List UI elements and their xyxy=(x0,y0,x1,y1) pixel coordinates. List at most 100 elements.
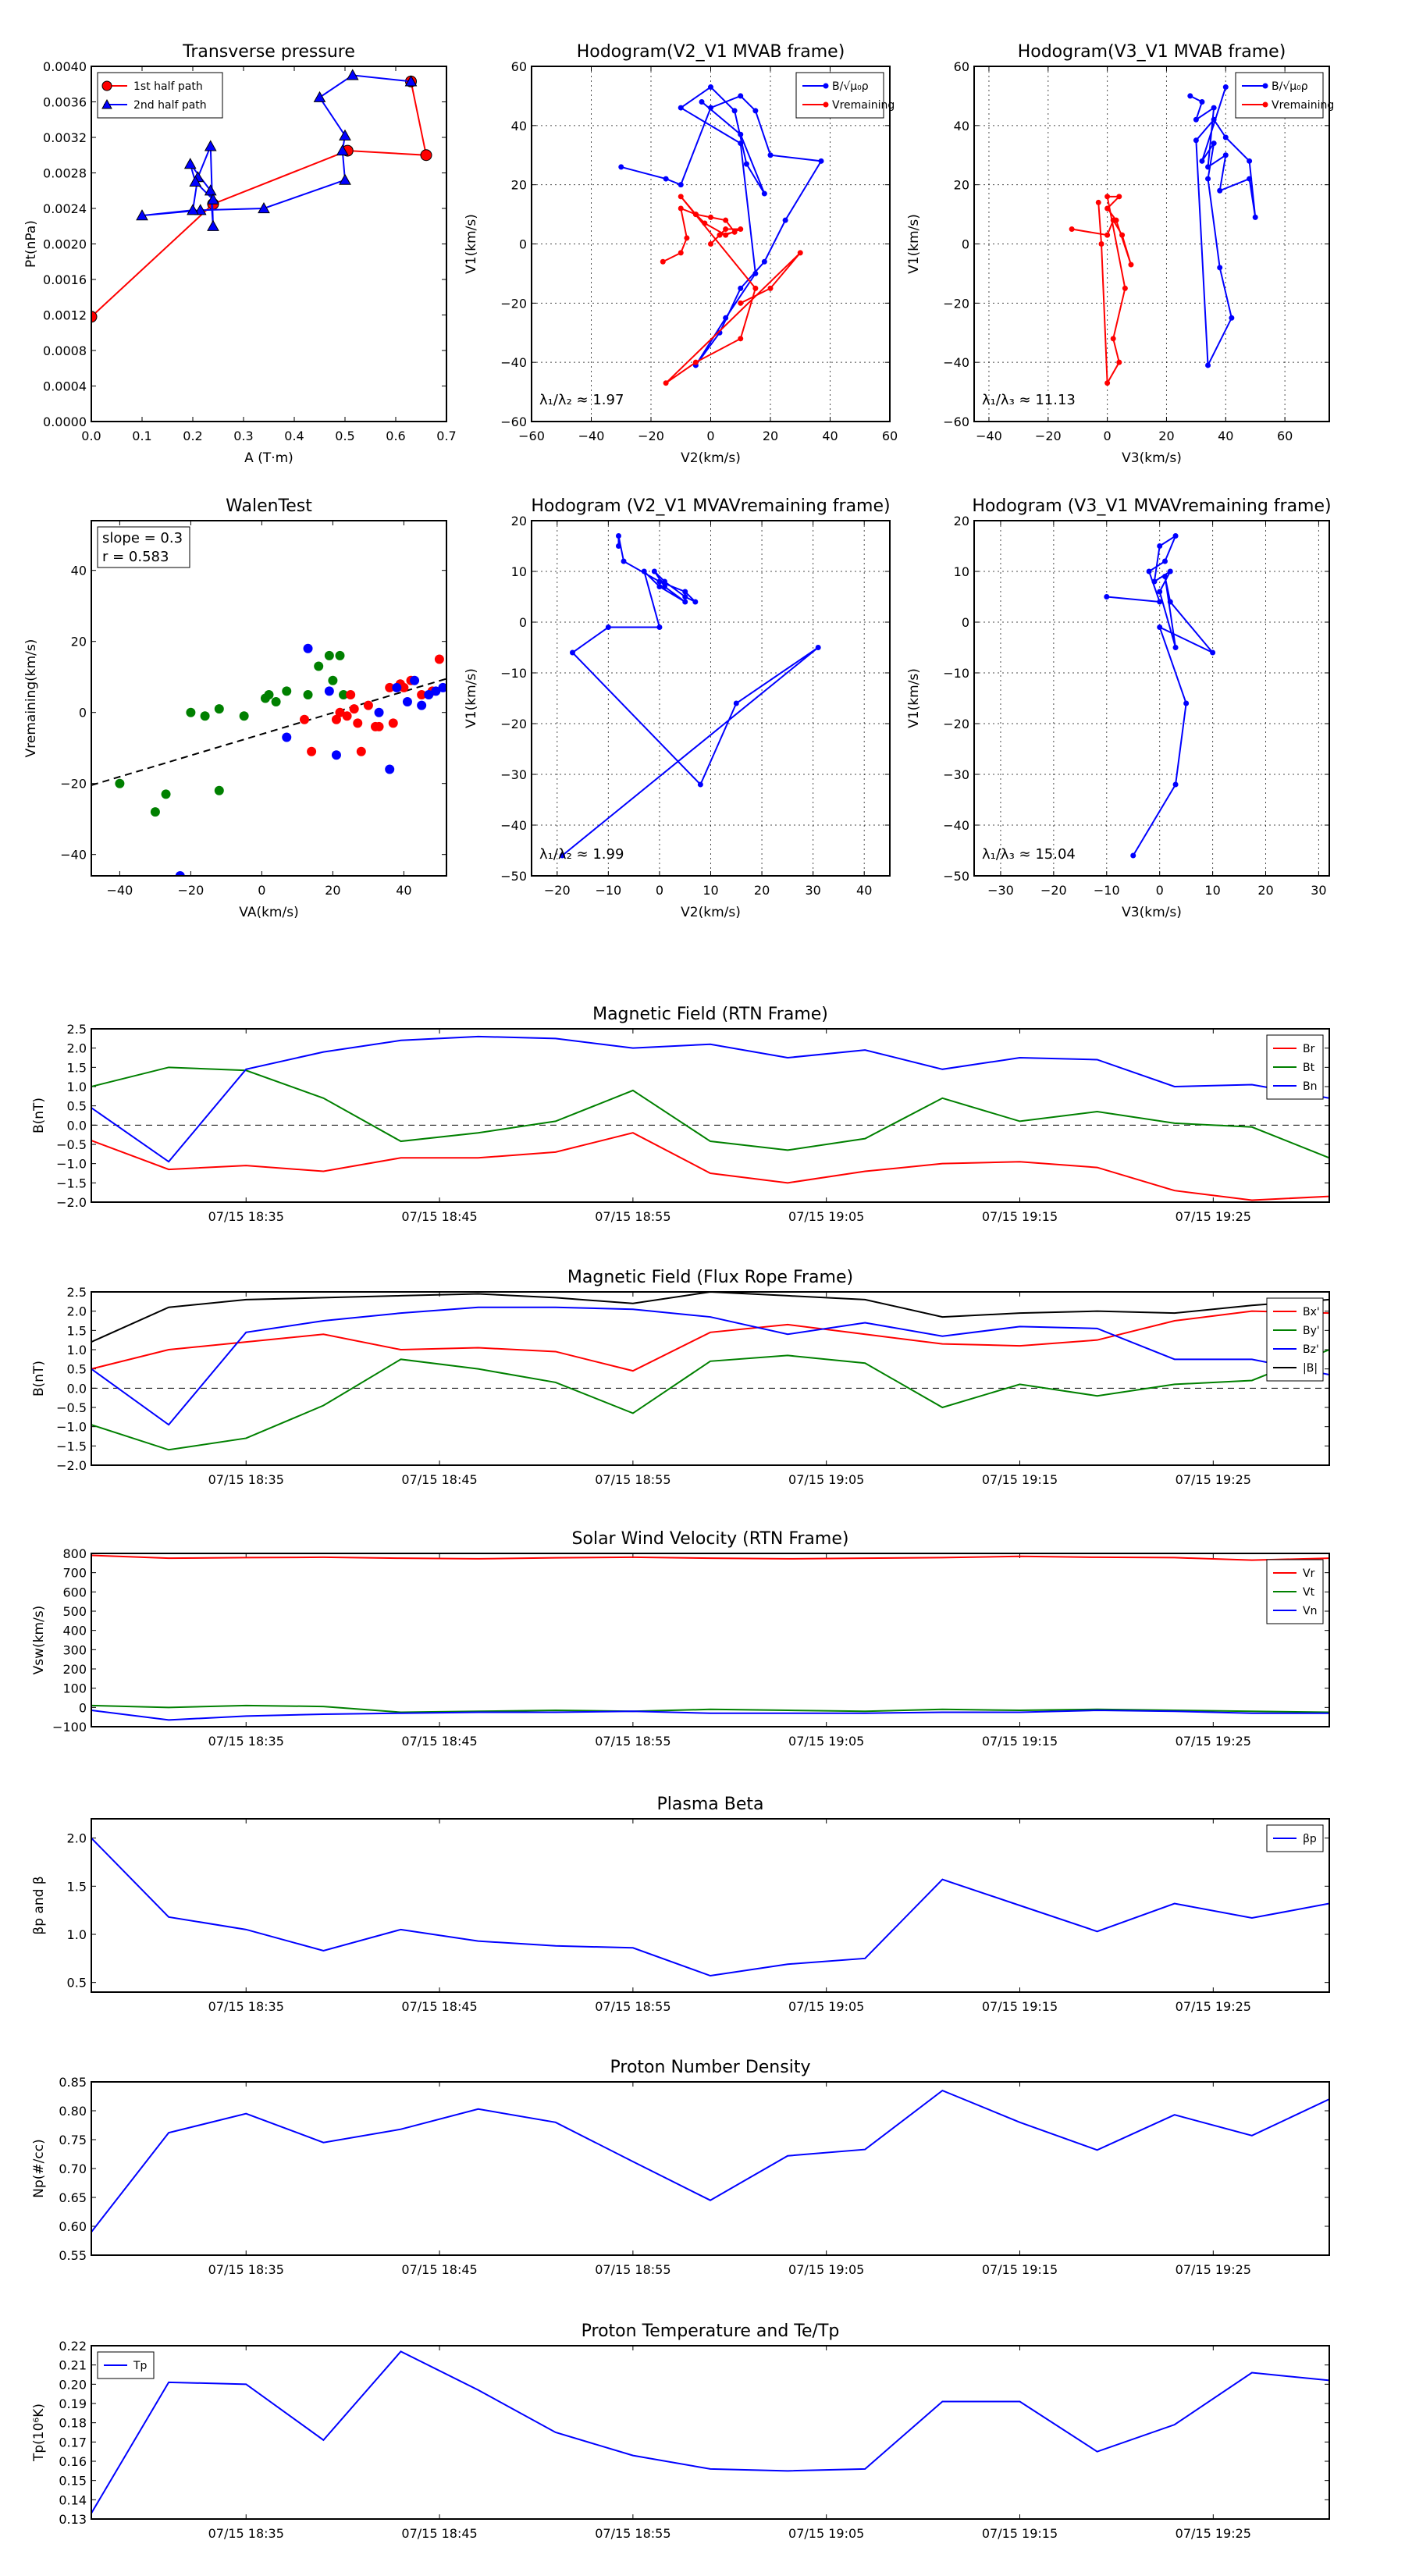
data-point xyxy=(136,209,148,221)
x-tick-label: 07/15 18:55 xyxy=(595,1472,670,1487)
y-tick-label: −40 xyxy=(500,818,527,833)
series-line-0 xyxy=(91,1837,1329,1977)
series-line-0 xyxy=(91,1554,1329,1561)
y-tick-label: 0.13 xyxy=(59,2512,87,2527)
data-point xyxy=(682,599,688,605)
y-tick-label: 600 xyxy=(62,1585,87,1599)
y-tick-label: 0.70 xyxy=(59,2161,87,2176)
y-tick-label: 700 xyxy=(62,1566,87,1581)
x-tick-label: 07/15 19:25 xyxy=(1176,2526,1251,2541)
data-point xyxy=(1095,199,1101,205)
series-line-0 xyxy=(91,1132,1329,1201)
data-point xyxy=(684,235,690,241)
legend-marker xyxy=(1262,101,1268,108)
y-axis-label: Tp(10⁶K) xyxy=(31,2403,47,2462)
legend: βp xyxy=(1266,1824,1324,1852)
y-tick-label: −1.0 xyxy=(56,1157,87,1172)
x-tick-label: −40 xyxy=(976,429,1002,443)
x-tick-label: 07/15 19:05 xyxy=(788,1209,864,1224)
x-tick-label: −10 xyxy=(1094,883,1120,898)
data-point xyxy=(661,578,667,585)
plot-area xyxy=(91,643,446,876)
y-tick-label: 0.0 xyxy=(67,1381,87,1396)
y-tick-label: 40 xyxy=(511,119,527,133)
data-point xyxy=(1211,116,1217,123)
data-point xyxy=(161,789,171,799)
chart-title: Magnetic Field (Flux Rope Frame) xyxy=(567,1268,853,1287)
series-line-1 xyxy=(91,1349,1329,1451)
chart-h2: Hodogram(V3_V1 MVAB frame) −60 −40 −20 0 20 40… xyxy=(906,42,1334,466)
data-point xyxy=(1113,217,1119,223)
data-point xyxy=(324,650,334,660)
y-tick-label: 0.22 xyxy=(59,2339,87,2354)
x-tick-label: 07/15 18:35 xyxy=(208,1472,284,1487)
data-point xyxy=(385,764,395,774)
y-tick-label: −60 xyxy=(500,415,527,429)
data-point xyxy=(1222,134,1229,141)
chart-title: Hodogram(V2_V1 MVAB frame) xyxy=(577,42,845,62)
legend-label: βp xyxy=(1303,1833,1317,1845)
data-point xyxy=(618,164,624,170)
stats-line: r = 0.583 xyxy=(102,549,169,565)
y-tick-label: −1.0 xyxy=(56,1420,87,1435)
data-point xyxy=(183,158,197,169)
data-point xyxy=(678,205,684,212)
data-point xyxy=(656,624,663,630)
data-point xyxy=(738,93,744,99)
x-tick-label: 0 xyxy=(1104,429,1112,443)
x-axis-label: V3(km/s) xyxy=(1122,450,1182,466)
data-point xyxy=(1187,93,1193,99)
legend: 1st half path 2nd half path xyxy=(97,72,223,119)
data-point xyxy=(697,781,703,788)
data-point xyxy=(346,689,356,699)
data-point xyxy=(1247,158,1253,164)
stats-box: slope = 0.3 r = 0.583 xyxy=(97,526,190,568)
plot-area xyxy=(91,1035,1329,1201)
data-point xyxy=(1116,194,1122,200)
chart-title: Transverse pressure xyxy=(182,42,355,62)
y-tick-label: 1.0 xyxy=(67,1343,87,1357)
legend-label: 1st half path xyxy=(133,80,203,93)
x-tick-label: −40 xyxy=(578,429,605,443)
x-tick-label: −20 xyxy=(178,883,205,898)
data-point xyxy=(1217,187,1223,194)
axes-frame xyxy=(973,520,1330,877)
data-point xyxy=(1172,781,1179,788)
axes-frame xyxy=(91,1818,1330,1993)
data-point xyxy=(1104,594,1110,600)
x-axis-label: V2(km/s) xyxy=(681,450,741,466)
data-point xyxy=(214,785,224,795)
chart-mag_fr: Magnetic Field (Flux Rope Frame) −2.0 −1.5… xyxy=(31,1268,1330,1487)
data-point xyxy=(207,193,219,205)
x-tick-label: 07/15 19:05 xyxy=(788,1472,864,1487)
y-tick-label: 0.0032 xyxy=(43,130,87,145)
axes-frame xyxy=(91,2081,1330,2256)
chart-title: Hodogram (V2_V1 MVAVremaining frame) xyxy=(531,496,890,516)
y-tick-label: −0.5 xyxy=(56,1400,87,1415)
data-point xyxy=(189,175,202,187)
x-tick-label: 0 xyxy=(1156,883,1164,898)
series-line-1 xyxy=(91,1704,1329,1713)
data-point xyxy=(339,173,351,185)
data-point xyxy=(335,707,345,717)
y-tick-label: 0.0004 xyxy=(43,379,87,394)
x-tick-label: 07/15 19:05 xyxy=(788,1734,864,1749)
x-tick-label: 0.1 xyxy=(132,429,151,443)
data-point xyxy=(1211,105,1217,111)
x-tick-label: 10 xyxy=(1204,883,1220,898)
legend-box xyxy=(97,72,223,119)
y-tick-label: 400 xyxy=(62,1624,87,1638)
chart-np: Proton Number Density 0.55 0.60 0.65 0.70 0.7… xyxy=(31,2058,1330,2277)
data-point xyxy=(1183,700,1190,706)
plot-area xyxy=(91,2089,1329,2233)
x-tick-label: 0.4 xyxy=(284,429,304,443)
y-tick-label: 0.0024 xyxy=(43,201,87,216)
y-tick-label: −40 xyxy=(943,355,969,370)
data-point xyxy=(1205,176,1211,182)
y-tick-label: −20 xyxy=(500,296,527,311)
data-point xyxy=(1069,226,1075,233)
chart-h3: Hodogram (V2_V1 MVAVremaining frame) −50 −… xyxy=(464,496,891,920)
x-tick-label: 07/15 18:35 xyxy=(208,1734,284,1749)
data-point xyxy=(339,129,351,141)
y-tick-label: 0.21 xyxy=(59,2358,87,2373)
